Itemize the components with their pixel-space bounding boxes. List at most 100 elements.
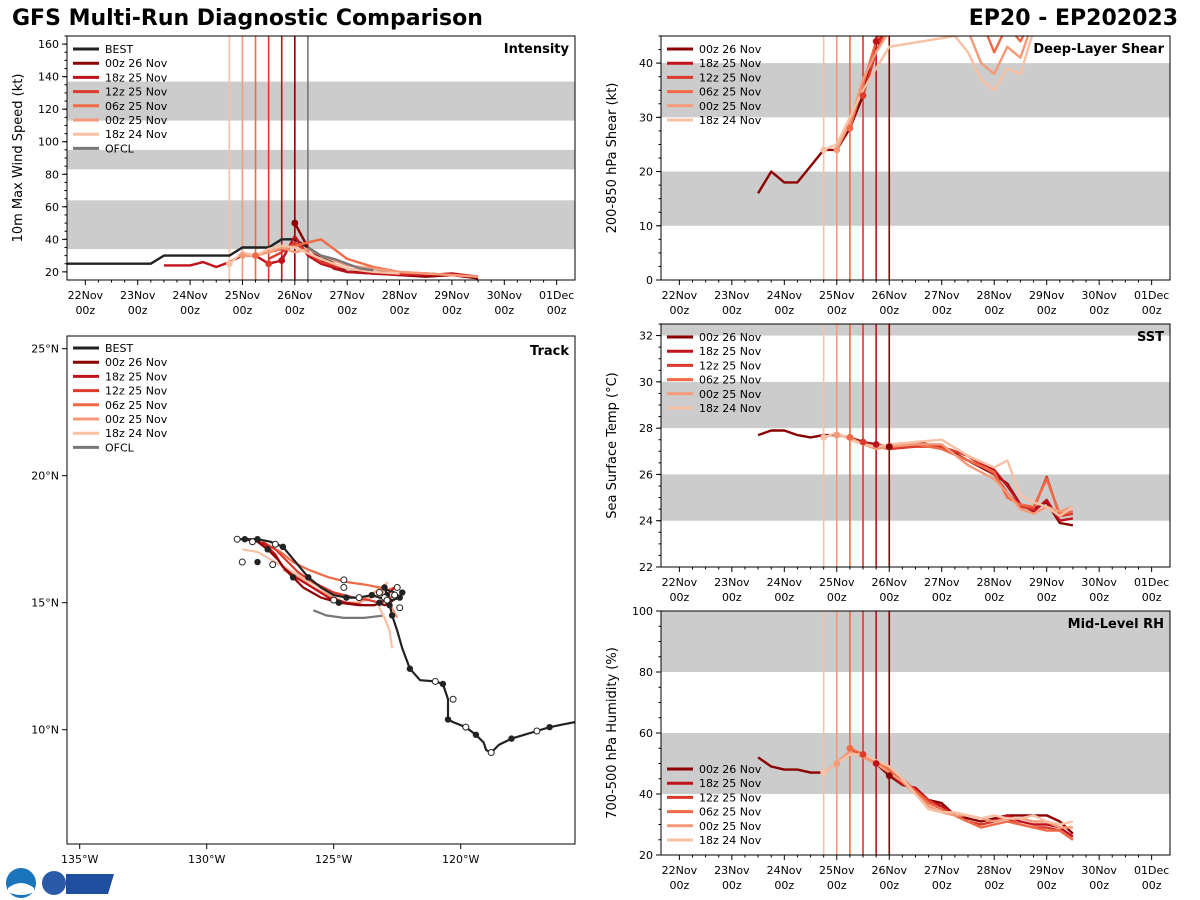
intensity-xtick-sublabel: 00z (390, 304, 410, 317)
sst-xtick-label: 26Nov (872, 576, 908, 589)
intensity-xtick-sublabel: 00z (233, 304, 253, 317)
shear-ytick-label: 10 (639, 220, 653, 233)
shear-xtick-label: 28Nov (976, 289, 1012, 302)
shear-xtick-sublabel: 00z (879, 304, 899, 317)
rh-init-marker (885, 772, 893, 780)
rh-ytick-label: 20 (639, 849, 653, 862)
sst-xtick-sublabel: 00z (722, 591, 742, 604)
intensity-xtick-label: 26Nov (277, 289, 313, 302)
shear-series-run_18z25 (875, 36, 885, 43)
track-frame (66, 335, 576, 845)
rh-xtick-label: 29Nov (1029, 864, 1065, 877)
rh-xtick-sublabel: 00z (1089, 879, 1109, 892)
intensity-xtick-sublabel: 00z (128, 304, 148, 317)
rh-xtick-sublabel: 00z (932, 879, 952, 892)
track-xtick-label: 135°W (61, 853, 98, 866)
intensity-panel-title: Intensity (504, 42, 570, 57)
intensity-legend-label: 18z 24 Nov (105, 128, 168, 141)
intensity-ytick-label: 80 (45, 168, 59, 181)
sst-init-marker (820, 434, 828, 441)
sst-xtick-label: 30Nov (1081, 576, 1117, 589)
shear-ytick-label: 40 (639, 57, 653, 70)
intensity-ytick-label: 60 (45, 201, 59, 214)
track-fix-open (462, 723, 470, 731)
sst-xtick-sublabel: 00z (932, 591, 952, 604)
sst-panel-title: SST (1137, 330, 1164, 345)
sst-init-marker (833, 431, 841, 439)
intensity-xtick-sublabel: 00z (547, 304, 567, 317)
shear-xtick-sublabel: 00z (984, 304, 1004, 317)
rh-xtick-label: 30Nov (1081, 864, 1117, 877)
shear-xtick-sublabel: 00z (1037, 304, 1057, 317)
intensity-series-run_18z24 (228, 244, 400, 275)
sst-ylabel: Sea Surface Temp (°C) (605, 372, 620, 519)
track-series-run_06z25 (269, 545, 400, 592)
sst-xtick-label: 25Nov (819, 576, 855, 589)
intensity-legend-label: 18z 25 Nov (105, 71, 168, 84)
rh-legend-label: 00z 25 Nov (699, 820, 762, 833)
shear-band (661, 171, 1170, 226)
intensity-xtick-label: 30Nov (487, 289, 523, 302)
cira-wordmark-icon (66, 874, 114, 894)
shear-xtick-sublabel: 00z (669, 304, 689, 317)
shear-xtick-sublabel: 00z (827, 304, 847, 317)
intensity-init-marker (225, 260, 233, 268)
noaa-cira-logo (6, 868, 114, 898)
sst-legend-label: 06z 25 Nov (699, 374, 762, 387)
sst-xtick-label: 27Nov (924, 576, 960, 589)
track-legend-label: 18z 24 Nov (105, 427, 168, 440)
rh-ytick-label: 60 (639, 727, 653, 740)
rh-xtick-label: 23Nov (714, 864, 750, 877)
sst-xtick-sublabel: 00z (879, 591, 899, 604)
intensity-legend-label: 06z 25 Nov (105, 100, 168, 113)
sst-ytick-label: 24 (639, 515, 653, 528)
track-fix-open (340, 576, 348, 584)
track-fix-filled (254, 558, 261, 566)
shear-ytick-label: 0 (646, 274, 653, 287)
sst-init-marker (846, 434, 854, 441)
rh-ylabel: 700-500 hPa Humidity (%) (605, 647, 620, 819)
rh-xtick-label: 27Nov (924, 864, 960, 877)
rh-xtick-sublabel: 00z (879, 879, 899, 892)
track-ytick-label: 10°N (31, 724, 59, 737)
rh-xtick-sublabel: 00z (1037, 879, 1057, 892)
track-fix-open (340, 583, 348, 591)
rh-legend-label: 18z 24 Nov (699, 834, 762, 847)
sst-legend-label: 18z 25 Nov (699, 345, 762, 358)
track-fix-open (269, 561, 277, 569)
intensity-xtick-label: 01Dec (539, 289, 574, 302)
rh-xtick-label: 24Nov (767, 864, 803, 877)
intensity-band (67, 149, 575, 170)
sst-xtick-label: 29Nov (1029, 576, 1065, 589)
sst-xtick-label: 24Nov (767, 576, 803, 589)
shear-xtick-label: 25Nov (819, 289, 855, 302)
sst-series-run_18z24 (823, 431, 1074, 518)
track-fix-filled (546, 723, 553, 731)
sst-band (661, 381, 1170, 429)
intensity-xtick-label: 23Nov (120, 289, 156, 302)
shear-legend-label: 18z 25 Nov (699, 57, 762, 70)
track-xtick-label: 130°W (188, 853, 225, 866)
track-fix-filled (406, 665, 414, 672)
sst-band (661, 324, 1170, 336)
track-fix-open (355, 594, 363, 602)
sst-xtick-label: 22Nov (662, 576, 698, 589)
shear-xtick-sublabel: 00z (774, 304, 794, 317)
track-xtick-label: 120°W (442, 853, 479, 866)
track-fix-filled (368, 591, 375, 599)
shear-xtick-label: 26Nov (872, 289, 908, 302)
rh-xtick-sublabel: 00z (984, 879, 1004, 892)
shear-xtick-label: 27Nov (924, 289, 960, 302)
track-fix-filled (264, 546, 271, 553)
track-fix-filled (241, 536, 248, 543)
track-fix-open (233, 535, 241, 543)
sst-xtick-label: 23Nov (714, 576, 750, 589)
track-fix-filled (289, 574, 297, 581)
shear-panel-title: Deep-Layer Shear (1033, 42, 1164, 57)
rh-legend-label: 12z 25 Nov (699, 791, 762, 804)
rh-xtick-sublabel: 00z (1142, 879, 1162, 892)
shear-ylabel: 200-850 hPa Shear (kt) (605, 83, 620, 234)
intensity-ytick-label: 120 (38, 103, 59, 116)
shear-legend-label: 18z 24 Nov (699, 114, 762, 127)
rh-ytick-label: 100 (632, 605, 653, 618)
